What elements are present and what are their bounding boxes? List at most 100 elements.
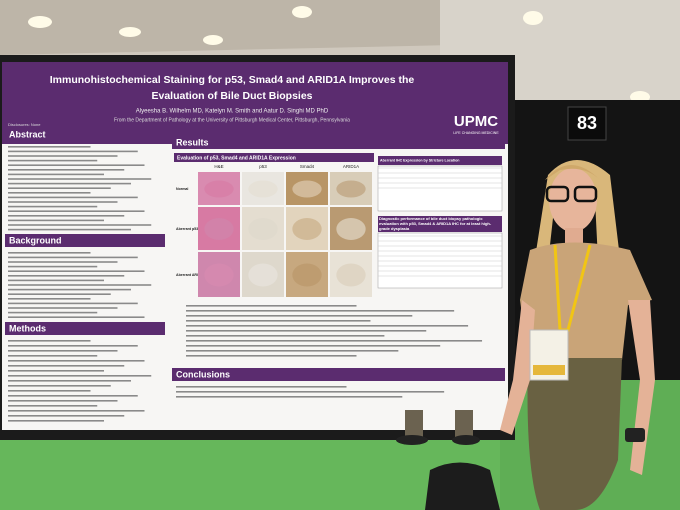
body-text (186, 305, 483, 357)
ceiling-light (28, 16, 52, 28)
name-badge-band (533, 365, 565, 375)
text-line (8, 390, 91, 392)
backpack (425, 462, 500, 510)
figure-column-label: H&E (214, 164, 223, 169)
board-number: 83 (577, 113, 597, 133)
figure-row-label: Normal (176, 187, 188, 191)
bystander-shoe (452, 435, 480, 445)
text-line (8, 420, 104, 422)
glasses (573, 185, 598, 203)
table (377, 165, 503, 212)
text-line (8, 187, 111, 189)
text-line (176, 396, 403, 398)
text-line (8, 261, 118, 263)
text-line (8, 405, 98, 407)
tissue (204, 263, 234, 287)
table-title-wrap: Diagnostic performance of bile duct biop… (379, 216, 492, 231)
text-line (8, 224, 152, 226)
text-line (8, 215, 125, 217)
table-title-bar (378, 156, 502, 165)
poster-title: Evaluation of Bile Duct Biopsies (151, 90, 312, 102)
text-line (8, 155, 118, 157)
text-line (8, 355, 98, 357)
text-line (8, 307, 118, 309)
text-line (8, 228, 131, 231)
text-line (8, 298, 91, 300)
text-line (8, 201, 118, 203)
section-title: Abstract (9, 129, 46, 139)
text-line (8, 164, 145, 166)
table-title-bar (378, 216, 502, 232)
text-line (8, 415, 125, 417)
figure-row-label: Aberrant p53 + Smad4 (176, 227, 214, 231)
body-text (176, 386, 445, 398)
figure-column-label: ARID1A (343, 164, 359, 169)
text-line (186, 330, 427, 332)
text-line (8, 395, 138, 397)
text-line (8, 192, 91, 194)
text-line (186, 340, 483, 342)
table-rows (378, 167, 502, 277)
section-bar (5, 128, 165, 141)
ceiling-light (119, 27, 141, 37)
text-line (8, 375, 152, 377)
text-line (8, 316, 145, 318)
logo: UPMC (454, 113, 498, 130)
text-line (8, 252, 91, 254)
text-line (8, 345, 138, 347)
tissue (336, 263, 366, 287)
text-line (8, 270, 145, 272)
text-line (8, 410, 145, 412)
text-line (186, 320, 371, 322)
text-line (8, 360, 145, 362)
tissue (204, 180, 234, 198)
text-line (186, 325, 469, 327)
disclosure: Disclosures: None (8, 122, 41, 127)
tissue (292, 263, 322, 287)
figure: H&E p53 Smad4 ARID1A Normal Aberrant p53 + Sm… (176, 164, 372, 297)
tissue (336, 180, 366, 198)
text-line (8, 219, 104, 222)
skirt (527, 358, 622, 510)
text-line (8, 340, 91, 342)
text-line (8, 159, 98, 162)
text-line (8, 370, 104, 372)
text-line (186, 355, 357, 357)
text-line (8, 400, 118, 402)
tissue (336, 218, 366, 240)
text-line (8, 178, 152, 180)
poster-authors: Alyeesha B. Wilhelm MD, Katelyn M. Smith… (136, 109, 329, 115)
body-text (8, 146, 152, 231)
tissue (292, 218, 322, 240)
text-line (8, 365, 125, 367)
figure-column-label: Smad4 (300, 164, 315, 169)
text-line (8, 150, 138, 153)
ceiling-light (523, 11, 543, 25)
body-text (8, 340, 152, 422)
figure-title-bar (174, 153, 374, 162)
text-line (8, 210, 145, 212)
section-bar (5, 234, 165, 247)
logo-tagline: LIFE CHANGING MEDICINE (453, 131, 499, 135)
text-line (8, 265, 98, 268)
section-bar (172, 368, 505, 381)
text-line (8, 205, 98, 208)
text-line (186, 305, 357, 307)
tissue (248, 180, 278, 198)
face (549, 168, 597, 232)
text-line (8, 293, 111, 295)
section-title: Background (9, 235, 62, 245)
tissue (248, 218, 278, 240)
watch (625, 428, 645, 442)
text-line (186, 345, 441, 347)
text-line (8, 380, 131, 382)
text-line (8, 196, 138, 199)
text-line (8, 279, 104, 282)
text-line (176, 386, 347, 388)
table-title: Diagnostic performance of bile duct biop… (379, 216, 492, 231)
section-title: Methods (9, 323, 46, 333)
text-line (186, 315, 413, 317)
tissue (292, 180, 322, 198)
